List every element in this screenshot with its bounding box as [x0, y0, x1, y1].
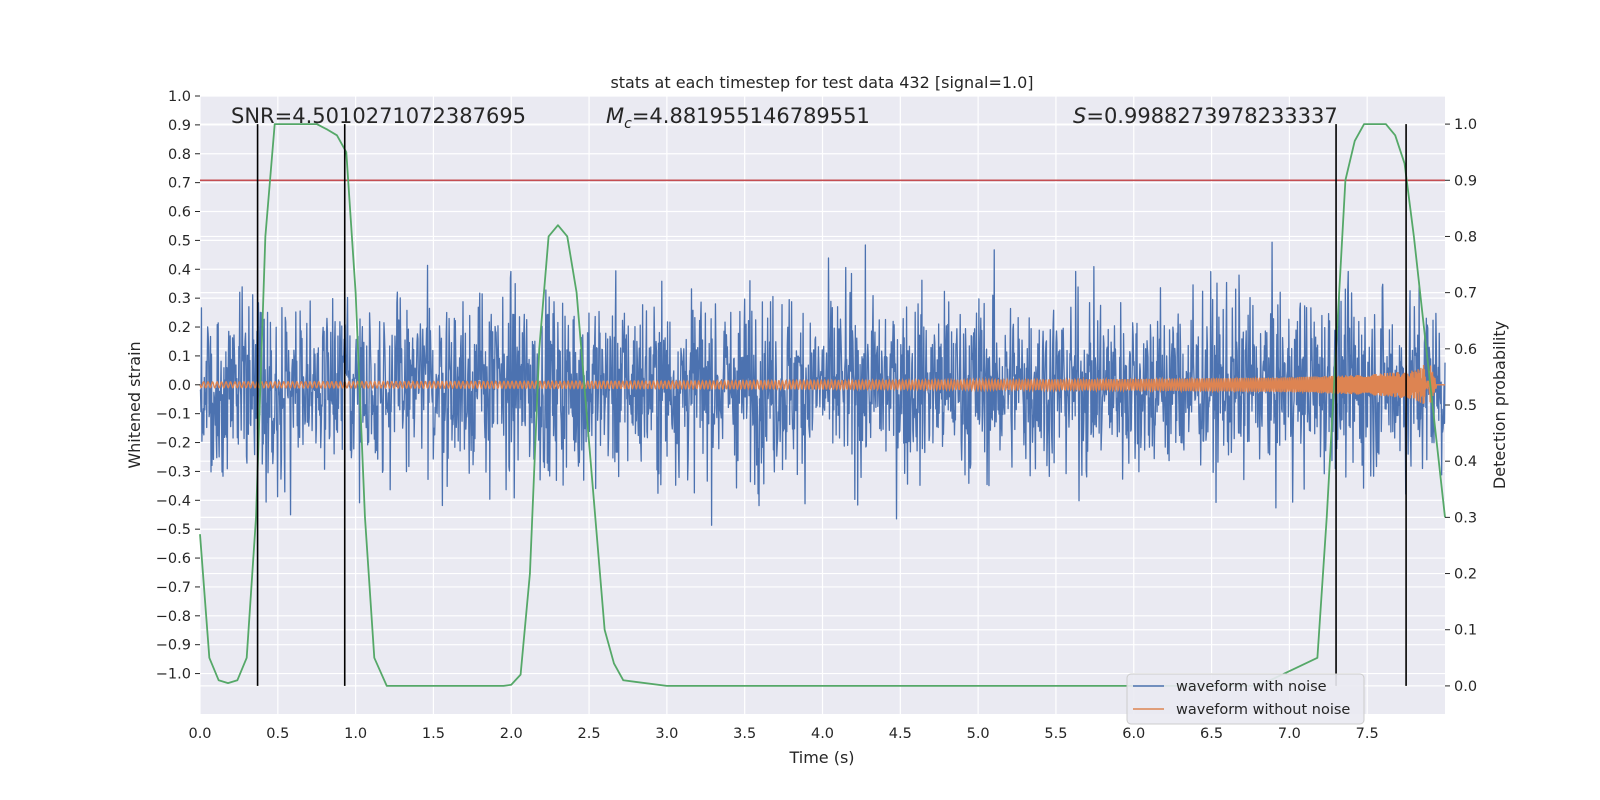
clean-waveform-line: [199, 365, 1445, 404]
x-tick-label: 0.0: [188, 726, 211, 742]
left-y-tick-label: 0.3: [168, 291, 191, 307]
left-y-axis-label: Whitened strain: [125, 341, 144, 468]
x-tick-label: 4.5: [889, 726, 912, 742]
legend-box: [1126, 673, 1365, 725]
left-y-tick-label: −1.0: [156, 667, 191, 683]
chirp-mass-annotation: Mc=4.881955146789551: [606, 104, 870, 132]
right-y-tick-label: 0.2: [1454, 567, 1477, 583]
x-tick-label: 1.5: [422, 726, 445, 742]
snr-annotation: SNR=4.501027107238769­5: [231, 104, 526, 128]
x-tick-label: 2.0: [500, 726, 523, 742]
legend: waveform with noise waveform without noi…: [1126, 673, 1365, 725]
left-y-tick-label: −0.5: [156, 522, 191, 538]
s-annotation: S=0.9988273978233337: [1073, 104, 1338, 128]
left-y-tick-label: −0.1: [156, 407, 191, 423]
right-y-tick-label: 0.0: [1454, 679, 1477, 695]
x-tick-label: 6.0: [1122, 726, 1145, 742]
x-tick-label: 7.0: [1278, 726, 1301, 742]
left-y-tick-label: 0.9: [168, 118, 191, 134]
x-axis-label: Time (s): [788, 748, 854, 767]
x-tick-label: 1.0: [344, 726, 367, 742]
detection-probability-line: [199, 123, 1446, 687]
event-boundary-lines: [256, 124, 1407, 686]
chirp-mass-value: =4.881955146789551: [632, 104, 870, 128]
x-tick-label: 0.5: [266, 726, 289, 742]
legend-label-without-noise: waveform without noise: [1176, 702, 1350, 718]
right-y-tick-label: 0.7: [1454, 286, 1477, 302]
chart-title: stats at each timestep for test data 432…: [610, 73, 1033, 92]
x-tick-label: 2.5: [578, 726, 601, 742]
series-waveform-without-noise: [199, 365, 1445, 404]
x-axis-ticks: 0.0 0.5 1.0 1.5 2.0 2.5 3.0 3.5 4.0 4.5 5.0 5.5 6.0 6…: [188, 726, 1378, 742]
left-y-tick-label: 1.0: [168, 89, 191, 105]
left-y-tick-label: −0.4: [156, 493, 191, 509]
left-y-tick-label: 0.5: [168, 233, 191, 249]
right-y-axis-label: Detection probability: [1490, 321, 1509, 489]
left-y-tick-label: 0.6: [168, 205, 191, 221]
chirp-mass-symbol: M: [606, 104, 624, 128]
left-y-tick-label: −0.3: [156, 464, 191, 480]
left-y-tick-label: −0.2: [156, 436, 191, 452]
left-y-tick-label: 0.1: [168, 349, 191, 365]
left-y-tick-label: −0.9: [156, 638, 191, 654]
right-y-tick-label: 0.8: [1454, 229, 1477, 245]
series-detection-probability: [199, 123, 1446, 687]
right-y-tick-label: 1.0: [1454, 117, 1477, 133]
left-y-tick-label: −0.7: [156, 580, 191, 596]
right-y-tick-label: 0.5: [1454, 398, 1477, 414]
right-y-tick-label: 0.9: [1454, 173, 1477, 189]
left-y-tick-label: −0.6: [156, 551, 191, 567]
x-tick-label: 4.0: [811, 726, 834, 742]
left-y-tick-label: 0.4: [168, 262, 191, 278]
x-tick-label: 5.0: [967, 726, 990, 742]
left-y-tick-label: 0.8: [168, 147, 191, 163]
x-tick-label: 3.0: [655, 726, 678, 742]
right-y-axis-ticks: 1.0 0.9 0.8 0.7 0.6 0.5 0.4 0.3 0.2 0.1 0.0: [1445, 117, 1477, 695]
x-tick-label: 7.5: [1356, 726, 1379, 742]
x-tick-label: 6.5: [1200, 726, 1223, 742]
x-tick-label: 5.5: [1044, 726, 1067, 742]
left-y-tick-label: 0.0: [168, 378, 191, 394]
left-y-tick-label: −0.8: [156, 609, 191, 625]
s-symbol: S: [1073, 104, 1086, 128]
chirp-mass-subscript: c: [624, 116, 632, 132]
right-y-tick-label: 0.1: [1454, 623, 1477, 639]
left-y-tick-label: 0.7: [168, 176, 191, 192]
s-value: =0.9988273978233337: [1086, 104, 1337, 128]
x-tick-label: 3.5: [733, 726, 756, 742]
right-y-tick-label: 0.3: [1454, 510, 1477, 526]
right-y-tick-label: 0.4: [1454, 454, 1477, 470]
legend-label-with-noise: waveform with noise: [1176, 679, 1327, 695]
left-y-tick-label: 0.2: [168, 320, 191, 336]
left-y-axis-ticks: 1.0 0.9 0.8 0.7 0.6 0.5 0.4 0.3 0.2 0.1 0.0 −0.1 −0.…: [156, 89, 200, 683]
right-y-tick-label: 0.6: [1454, 342, 1477, 358]
